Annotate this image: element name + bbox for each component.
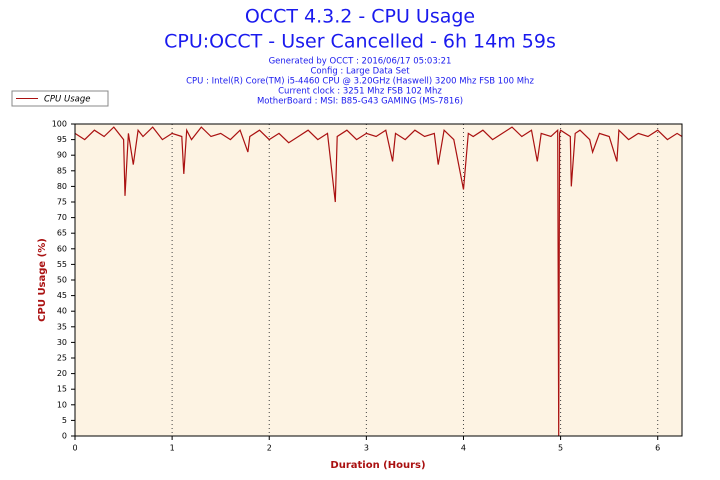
x-tick-label: 0 [72,444,77,453]
y-tick-label: 40 [57,307,67,316]
y-tick-label: 90 [57,151,67,160]
x-tick-label: 2 [267,444,272,453]
y-axis-label: CPU Usage (%) [37,238,48,322]
plot-area [75,124,682,436]
chart-subtitle: CPU:OCCT - User Cancelled - 6h 14m 59s [164,31,556,53]
info-line: Generated by OCCT : 2016/06/17 05:03:21 [269,57,452,67]
info-line: MotherBoard : MSI: B85-G43 GAMING (MS-78… [257,97,463,107]
y-tick-label: 10 [57,400,67,409]
y-tick-label: 100 [52,120,67,129]
y-tick-label: 65 [57,229,67,238]
x-tick-label: 1 [170,444,175,453]
x-tick-label: 5 [558,444,563,453]
legend-box [11,90,109,107]
y-tick-label: 30 [57,338,67,347]
info-line: Current clock : 3251 Mhz FSB 102 Mhz [278,87,442,97]
y-tick-label: 15 [57,385,67,394]
info-line: CPU : Intel(R) Core(TM) i5-4460 CPU @ 3.… [186,77,534,87]
y-tick-label: 55 [57,260,67,269]
legend-label: CPU Usage [44,95,90,105]
y-tick-label: 80 [57,182,67,191]
chart-title: OCCT 4.3.2 - CPU Usage [245,6,475,28]
x-axis-label: Duration (Hours) [330,460,425,471]
x-tick-label: 6 [655,444,660,453]
y-tick-label: 20 [57,369,67,378]
x-tick-label: 3 [364,444,369,453]
x-tick-label: 4 [461,444,466,453]
y-tick-label: 45 [57,291,67,300]
y-tick-label: 70 [57,213,67,222]
y-tick-label: 95 [57,135,67,144]
info-line: Config : Large Data Set [310,67,410,77]
y-tick-label: 25 [57,354,67,363]
plot-frame [74,123,683,437]
series-line [74,126,683,437]
y-tick-label: 0 [62,432,67,441]
y-tick-label: 50 [57,276,67,285]
y-tick-label: 60 [57,244,67,253]
y-tick-label: 5 [62,416,67,425]
y-tick-label: 75 [57,198,67,207]
y-tick-label: 85 [57,166,67,175]
y-tick-label: 35 [57,322,67,331]
